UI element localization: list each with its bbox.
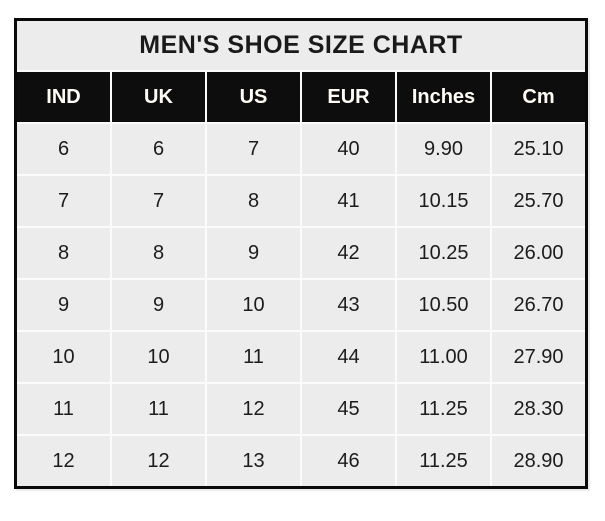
size-cell: 10 xyxy=(112,332,205,382)
size-cell: 26.70 xyxy=(492,280,585,330)
size-cell: 7 xyxy=(112,176,205,226)
size-cell: 46 xyxy=(302,436,395,486)
size-cell: 11.25 xyxy=(397,436,490,486)
size-cell: 28.30 xyxy=(492,384,585,434)
size-cell: 11 xyxy=(207,332,300,382)
shoe-size-table: MEN'S SHOE SIZE CHART IND UK US EUR Inch… xyxy=(17,21,585,486)
column-header-eur: EUR xyxy=(302,72,395,122)
size-cell: 45 xyxy=(302,384,395,434)
size-cell: 9.90 xyxy=(397,124,490,174)
size-cell: 25.10 xyxy=(492,124,585,174)
column-header-us: US xyxy=(207,72,300,122)
size-cell: 10 xyxy=(207,280,300,330)
size-cell: 10.15 xyxy=(397,176,490,226)
size-cell: 9 xyxy=(207,228,300,278)
size-cell: 11 xyxy=(112,384,205,434)
size-cell: 27.90 xyxy=(492,332,585,382)
column-header-cm: Cm xyxy=(492,72,585,122)
size-cell: 6 xyxy=(17,124,110,174)
size-cell: 40 xyxy=(302,124,395,174)
size-cell: 7 xyxy=(207,124,300,174)
size-cell: 12 xyxy=(17,436,110,486)
size-cell: 41 xyxy=(302,176,395,226)
size-cell: 8 xyxy=(112,228,205,278)
size-cell: 11 xyxy=(17,384,110,434)
size-cell: 10.25 xyxy=(397,228,490,278)
size-cell: 8 xyxy=(17,228,110,278)
chart-title: MEN'S SHOE SIZE CHART xyxy=(17,21,585,70)
size-cell: 43 xyxy=(302,280,395,330)
column-header-ind: IND xyxy=(17,72,110,122)
size-cell: 13 xyxy=(207,436,300,486)
size-cell: 9 xyxy=(112,280,205,330)
size-cell: 42 xyxy=(302,228,395,278)
shoe-size-chart: MEN'S SHOE SIZE CHART IND UK US EUR Inch… xyxy=(14,18,588,489)
size-cell: 9 xyxy=(17,280,110,330)
size-cell: 10.50 xyxy=(397,280,490,330)
size-cell: 7 xyxy=(17,176,110,226)
size-cell: 44 xyxy=(302,332,395,382)
size-cell: 11.00 xyxy=(397,332,490,382)
size-cell: 12 xyxy=(207,384,300,434)
size-cell: 10 xyxy=(17,332,110,382)
size-cell: 28.90 xyxy=(492,436,585,486)
size-cell: 12 xyxy=(112,436,205,486)
size-cell: 6 xyxy=(112,124,205,174)
size-cell: 8 xyxy=(207,176,300,226)
size-cell: 26.00 xyxy=(492,228,585,278)
column-header-inches: Inches xyxy=(397,72,490,122)
size-cell: 11.25 xyxy=(397,384,490,434)
column-header-uk: UK xyxy=(112,72,205,122)
size-cell: 25.70 xyxy=(492,176,585,226)
